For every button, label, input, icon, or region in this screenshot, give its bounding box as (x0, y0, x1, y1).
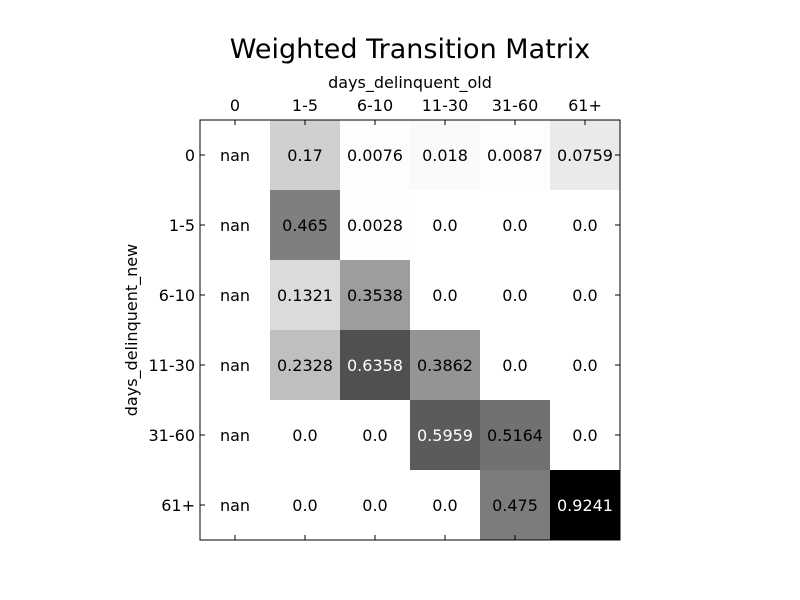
cell-value-label: 0.2328 (277, 356, 333, 375)
cell-value-label: 0.3862 (417, 356, 473, 375)
heatmap-cell (270, 400, 340, 470)
cell-value-label: nan (220, 286, 250, 305)
cell-value-label: 0.5164 (487, 426, 543, 445)
heatmap-cell (410, 190, 480, 260)
cell-value-label: 0.0759 (557, 146, 613, 165)
cell-value-label: 0.9241 (557, 496, 613, 515)
cell-value-label: nan (220, 146, 250, 165)
heatmap-cell (480, 400, 550, 470)
x-tick-label: 6-10 (357, 96, 393, 115)
y-axis-label: days_delinquent_new (122, 244, 142, 416)
cell-value-label: 0.0028 (347, 216, 403, 235)
cell-value-label: 0.0087 (487, 146, 543, 165)
y-tick-label: 1-5 (169, 216, 195, 235)
cell-value-label: 0.018 (422, 146, 468, 165)
heatmap-cell (410, 400, 480, 470)
heatmap-cell (480, 120, 550, 190)
x-tick-label: 11-30 (422, 96, 469, 115)
x-axis-label: days_delinquent_old (328, 73, 492, 93)
heatmap-cell (550, 400, 620, 470)
cell-value-label: 0.5959 (417, 426, 473, 445)
heatmap-cell (550, 260, 620, 330)
heatmap-cell (270, 120, 340, 190)
y-tick-label: 31-60 (149, 426, 196, 445)
cell-value-label: 0.0 (362, 496, 387, 515)
heatmap-cell (200, 330, 270, 400)
cell-value-label: 0.0 (502, 216, 527, 235)
axis-ticks: 0 1-5 6-10 11-30 31-60 61+ 0 1-5 6-10 11-30 31-60 6… (149, 96, 620, 540)
heatmap-cell (340, 260, 410, 330)
cell-value-label: 0.0 (432, 496, 457, 515)
heatmap-value-labels: nan 0.17 0.0076 0.018 0.0087 0.0759 nan 0.465 0.… (220, 146, 613, 515)
heatmap-cell (270, 330, 340, 400)
y-tick-label: 11-30 (149, 356, 196, 375)
x-tick-label: 1-5 (292, 96, 318, 115)
heatmap-cell (410, 260, 480, 330)
cell-value-label: 0.0 (572, 356, 597, 375)
cell-value-label: 0.0 (502, 286, 527, 305)
cell-value-label: nan (220, 496, 250, 515)
heatmap-cell (200, 190, 270, 260)
x-tick-label: 31-60 (492, 96, 539, 115)
heatmap-cell (200, 400, 270, 470)
plot-frame (199, 119, 621, 541)
cell-value-label: nan (220, 356, 250, 375)
cell-value-label: 0.0 (362, 426, 387, 445)
cell-value-label: 0.0076 (347, 146, 403, 165)
cell-value-label: 0.0 (572, 426, 597, 445)
heatmap-cell (550, 470, 620, 540)
cell-value-label: nan (220, 216, 250, 235)
heatmap-cell (200, 470, 270, 540)
cell-value-label: 0.0 (292, 426, 317, 445)
heatmap-cell (340, 400, 410, 470)
cell-value-label: 0.6358 (347, 356, 403, 375)
heatmap-cell (340, 470, 410, 540)
heatmap-cell (270, 190, 340, 260)
heatmap-cell (410, 120, 480, 190)
y-tick-label: 61+ (161, 496, 195, 515)
heatmap-cell (340, 330, 410, 400)
cell-value-label: 0.3538 (347, 286, 403, 305)
chart-title: Weighted Transition Matrix (230, 34, 591, 65)
heatmap-cell (550, 190, 620, 260)
heatmap-cell (410, 470, 480, 540)
heatmap-cell (270, 260, 340, 330)
cell-value-label: 0.0 (292, 496, 317, 515)
heatmap-cell (550, 120, 620, 190)
heatmap-cell (550, 330, 620, 400)
heatmap-cell (410, 330, 480, 400)
heatmap-cell (340, 120, 410, 190)
cell-value-label: 0.0 (502, 356, 527, 375)
cell-value-label: nan (220, 426, 250, 445)
cell-value-label: 0.1321 (277, 286, 333, 305)
cell-value-label: 0.0 (432, 286, 457, 305)
heatmap-cell (480, 330, 550, 400)
cell-value-label: 0.0 (572, 286, 597, 305)
x-tick-label: 0 (230, 96, 240, 115)
cell-value-label: 0.17 (287, 146, 323, 165)
y-tick-label: 6-10 (159, 286, 195, 305)
heatmap-cell (480, 260, 550, 330)
heatmap-cell (340, 190, 410, 260)
heatmap-cell (200, 120, 270, 190)
cell-value-label: 0.475 (492, 496, 538, 515)
x-tick-label: 61+ (568, 96, 602, 115)
heatmap-cell (270, 470, 340, 540)
y-tick-label: 0 (185, 146, 195, 165)
cell-value-label: 0.0 (572, 216, 597, 235)
heatmap-cell (480, 190, 550, 260)
heatmap-cell (200, 260, 270, 330)
cell-value-label: 0.465 (282, 216, 328, 235)
heatmap-cells (200, 120, 620, 540)
heatmap-cell (480, 470, 550, 540)
cell-value-label: 0.0 (432, 216, 457, 235)
